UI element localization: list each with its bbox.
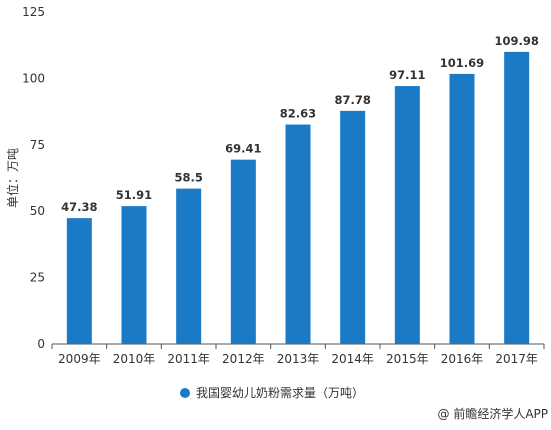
y-axis: 0 25 50 75 100 125 bbox=[22, 5, 45, 351]
bar-value-label: 51.91 bbox=[116, 188, 152, 202]
bar-value-label: 97.11 bbox=[389, 68, 425, 82]
x-tick-label: 2011年 bbox=[167, 352, 210, 366]
x-tick-label: 2010年 bbox=[113, 352, 156, 366]
x-tick-label: 2012年 bbox=[222, 352, 265, 366]
bars bbox=[66, 51, 530, 344]
y-tick-label: 100 bbox=[22, 71, 45, 85]
y-tick-label: 125 bbox=[22, 5, 45, 19]
x-tick-label: 2013年 bbox=[277, 352, 320, 366]
bar-value-label: 87.78 bbox=[334, 93, 370, 107]
legend: 我国婴幼儿奶粉需求量（万吨） bbox=[180, 386, 364, 400]
bar-value-label: 101.69 bbox=[440, 56, 484, 70]
legend-label: 我国婴幼儿奶粉需求量（万吨） bbox=[196, 386, 364, 400]
bar bbox=[230, 159, 256, 344]
x-tick-label: 2015年 bbox=[386, 352, 429, 366]
bar bbox=[449, 73, 475, 344]
bar bbox=[504, 51, 530, 344]
data-labels: 47.38 51.91 58.5 69.41 82.63 87.78 97.11 101.69… bbox=[61, 34, 539, 214]
x-tick-label: 2016年 bbox=[441, 352, 484, 366]
bar bbox=[176, 188, 202, 344]
bar bbox=[340, 110, 366, 344]
bar bbox=[394, 86, 420, 344]
x-tick-label: 2014年 bbox=[331, 352, 374, 366]
bar bbox=[121, 206, 147, 344]
source-text: @ 前瞻经济学人APP bbox=[438, 406, 549, 421]
bar-value-label: 47.38 bbox=[61, 200, 97, 214]
legend-marker bbox=[180, 388, 190, 398]
y-tick-label: 25 bbox=[30, 271, 45, 285]
y-tick-label: 0 bbox=[37, 337, 45, 351]
x-tick-label: 2009年 bbox=[58, 352, 101, 366]
y-tick-label: 75 bbox=[30, 138, 45, 152]
bar bbox=[66, 218, 92, 344]
y-axis-title: 单位：万吨 bbox=[5, 148, 20, 208]
x-tick-label: 2017年 bbox=[495, 352, 538, 366]
bar-value-label: 82.63 bbox=[280, 107, 316, 121]
bar-value-label: 58.5 bbox=[174, 171, 202, 185]
x-axis: 2009年 2010年 2011年 2012年 2013年 2014年 2015年 2016年… bbox=[51, 343, 545, 366]
bar-value-label: 69.41 bbox=[225, 142, 261, 156]
bar-value-label: 109.98 bbox=[494, 34, 538, 48]
bar bbox=[285, 124, 311, 344]
y-tick-label: 50 bbox=[30, 204, 45, 218]
